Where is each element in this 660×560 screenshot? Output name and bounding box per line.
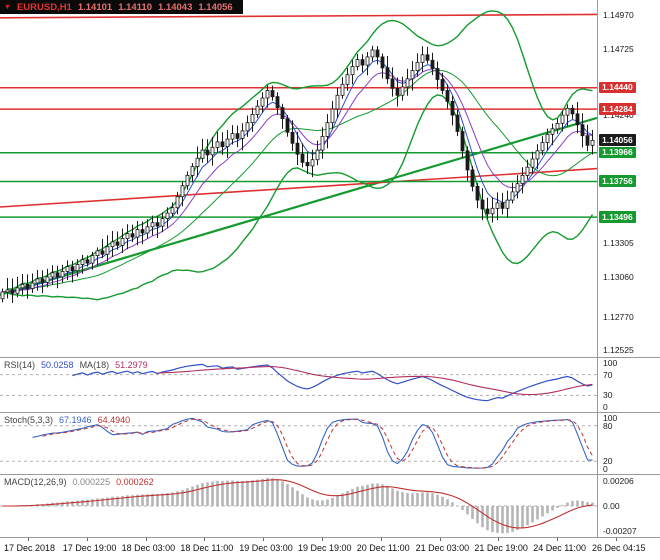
time-tick xyxy=(616,538,617,541)
stochastic-axis[interactable]: 100 80 20 0 xyxy=(597,413,660,474)
price-tick-label: 1.12525 xyxy=(603,345,634,356)
main-price-panel: 1.14970 1.14725 1.14240 1.13305 1.13060 1.127… xyxy=(0,0,660,357)
indicator-name: RSI(14) xyxy=(4,360,36,370)
axis-tick-label: 20 xyxy=(603,456,613,467)
time-axis-label: 21 Dec 19:00 xyxy=(474,543,528,553)
time-axis-label: 17 Dec 19:00 xyxy=(62,543,117,553)
indicator-name: MACD(12,26,9) xyxy=(4,477,67,487)
macd-indicator-label: MACD(12,26,9) 0.000225 0.000262 xyxy=(4,477,154,487)
time-tick xyxy=(28,538,29,541)
resistance-price-badge: 1.14284 xyxy=(599,103,636,115)
candlestick-chart-canvas[interactable] xyxy=(0,0,597,357)
time-axis-label: 19 Dec 19:00 xyxy=(298,543,352,553)
macd-axis[interactable]: 0.00206 0.00 -0.00207 xyxy=(597,475,660,537)
time-tick xyxy=(439,538,441,541)
axis-tick-label: 0 xyxy=(603,464,608,474)
price-tick-label: 1.13305 xyxy=(603,238,634,249)
time-axis-label: 20 Dec 11:00 xyxy=(356,543,410,553)
time-axis-label: 17 Dec 2018 xyxy=(4,543,56,553)
axis-tick-label: 100 xyxy=(603,358,618,368)
close-price-readout: 1.14056 xyxy=(198,1,233,13)
symbol-timeframe-label: EURUSD,H1 xyxy=(16,1,72,13)
time-tick xyxy=(557,538,559,541)
indicator-value: 51.2979 xyxy=(115,360,148,370)
axis-tick-label: 0.00 xyxy=(603,501,620,511)
panel-separator[interactable] xyxy=(0,474,660,475)
axis-tick-label: 30 xyxy=(603,390,613,401)
support-price-badge: 1.13756 xyxy=(599,175,636,187)
macd-chart-canvas[interactable] xyxy=(0,475,597,537)
time-axis-label: 21 Dec 03:00 xyxy=(415,543,470,553)
time-tick xyxy=(145,538,147,541)
time-tick xyxy=(86,538,88,541)
axis-tick-label: 70 xyxy=(603,369,613,380)
indicator-value: 50.0258 xyxy=(41,360,74,370)
axis-tick-label: 80 xyxy=(603,420,613,431)
low-price-readout: 1.14043 xyxy=(158,1,193,13)
axis-tick-label: 0.00206 xyxy=(603,476,634,487)
time-tick xyxy=(380,538,382,541)
stochastic-chart-canvas[interactable] xyxy=(0,413,597,474)
panel-separator[interactable] xyxy=(0,537,660,538)
time-axis-label: 18 Dec 11:00 xyxy=(180,543,234,553)
time-tick xyxy=(263,538,265,541)
time-tick xyxy=(322,538,323,541)
indicator-name: MA(18) xyxy=(79,360,110,370)
price-tick-label: 1.12770 xyxy=(603,311,634,322)
rsi-panel: 100 70 30 0 RSI(14) 50.0258 MA(18) 51.2979 xyxy=(0,358,660,412)
current-price-badge: 1.14056 xyxy=(599,134,636,146)
axis-tick-label: 0 xyxy=(603,402,608,412)
time-axis-label: 26 Dec 04:15 xyxy=(592,543,646,553)
stochastic-panel: 100 80 20 0 Stoch(5,3,3) 67.1946 64.4940 xyxy=(0,413,660,474)
high-price-readout: 1.14110 xyxy=(118,1,153,13)
support-price-badge: 1.13496 xyxy=(599,211,636,223)
price-tick-label: 1.13060 xyxy=(603,271,634,282)
support-price-badge: 1.13966 xyxy=(599,146,636,159)
indicator-value: 64.4940 xyxy=(97,415,131,425)
resistance-price-badge: 1.14440 xyxy=(599,81,636,94)
indicator-value: 67.1946 xyxy=(59,415,92,425)
rsi-chart-canvas[interactable] xyxy=(0,358,597,412)
open-price-readout: 1.14101 xyxy=(77,1,113,13)
macd-panel: 0.00206 0.00 -0.00207 MACD(12,26,9) 0.0002… xyxy=(0,475,660,537)
price-tick-label: 1.14725 xyxy=(603,43,634,54)
indicator-value: 0.000225 xyxy=(72,477,111,487)
rsi-axis[interactable]: 100 70 30 0 xyxy=(597,358,660,412)
rsi-indicator-label: RSI(14) 50.0258 MA(18) 51.2979 xyxy=(4,360,148,370)
time-axis-label: 18 Dec 03:00 xyxy=(121,543,176,553)
indicator-name: Stoch(5,3,3) xyxy=(4,415,54,425)
indicator-value: 0.000262 xyxy=(116,477,154,487)
price-axis[interactable]: 1.14970 1.14725 1.14240 1.13305 1.13060 1.127… xyxy=(597,0,660,357)
down-triangle-icon: ▼ xyxy=(4,3,11,11)
axis-tick-label: 100 xyxy=(603,413,618,423)
axis-tick-label: -0.00207 xyxy=(603,525,637,536)
time-tick xyxy=(498,538,500,541)
price-tick-label: 1.14240 xyxy=(603,110,634,121)
panel-separator[interactable] xyxy=(0,357,660,358)
price-tick-label: 1.14970 xyxy=(603,10,634,21)
time-tick xyxy=(204,538,206,541)
panel-separator[interactable] xyxy=(0,412,660,413)
stochastic-indicator-label: Stoch(5,3,3) 67.1946 64.4940 xyxy=(4,415,130,425)
time-axis-label: 24 Dec 11:00 xyxy=(533,543,587,553)
chart-info-bar: ▼ EURUSD,H1 1.14101 1.14110 1.14043 1.14… xyxy=(0,0,243,14)
time-axis-label: 19 Dec 03:00 xyxy=(239,543,293,553)
time-axis[interactable]: 17 Dec 2018 17 Dec 19:00 18 Dec 03:00 18 De… xyxy=(0,538,660,560)
